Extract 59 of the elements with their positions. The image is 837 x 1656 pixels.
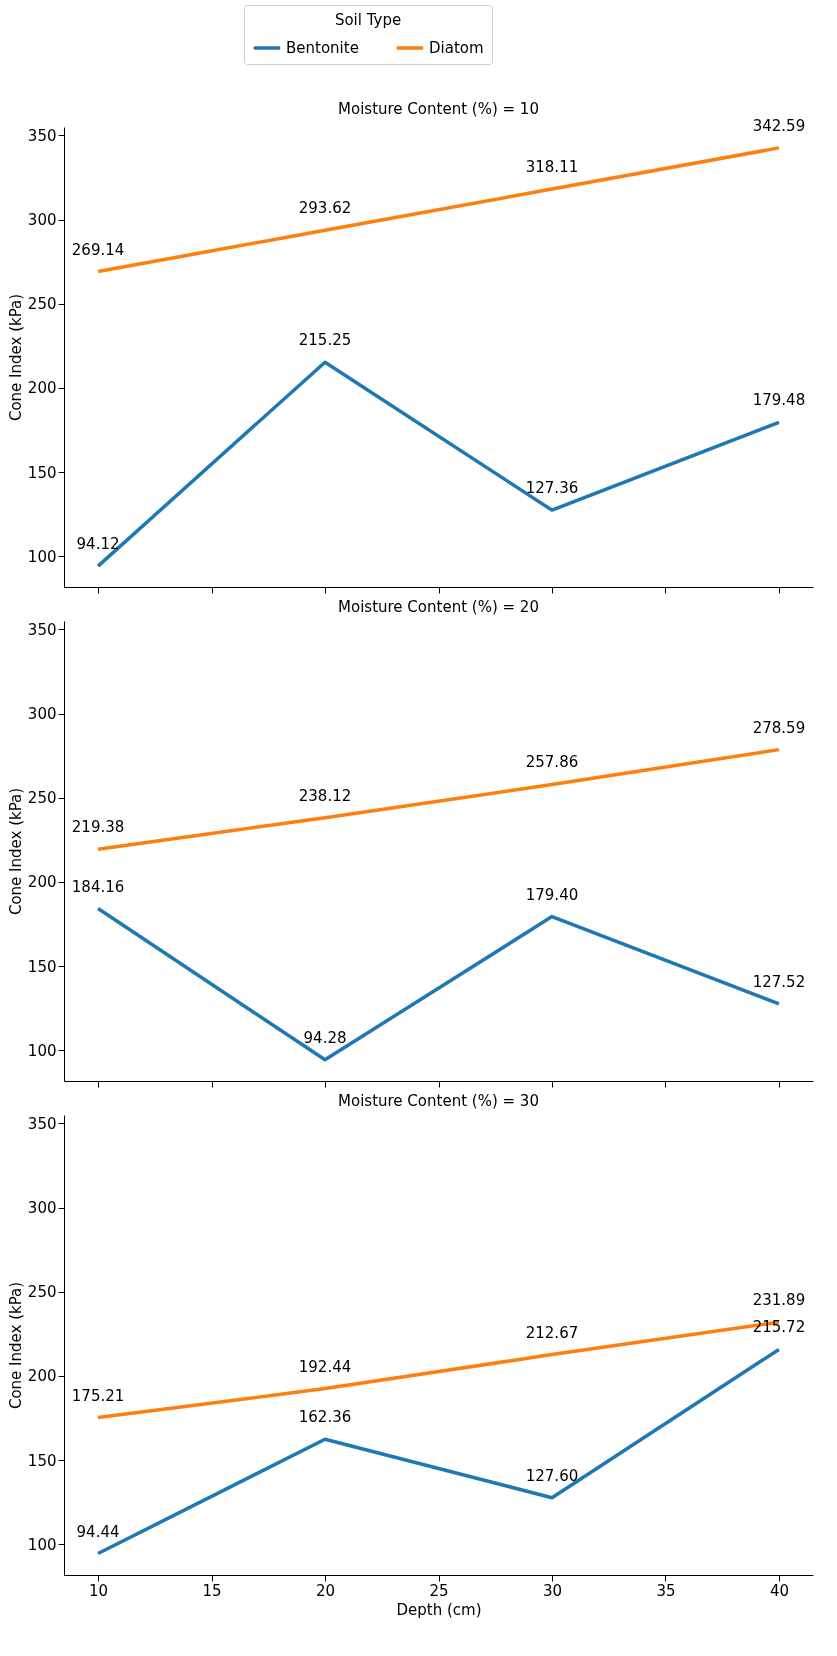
y-tick-label: 300 xyxy=(27,211,57,230)
y-tick-label: 350 xyxy=(27,126,57,145)
data-label: 94.12 xyxy=(76,535,120,554)
y-tick-label: 100 xyxy=(27,547,57,566)
x-tick-label: 20 xyxy=(315,1581,336,1600)
data-label: 179.48 xyxy=(752,391,806,410)
x-tick-label: 10 xyxy=(89,1581,109,1600)
data-label: 215.72 xyxy=(752,1318,806,1337)
data-label: 94.44 xyxy=(76,1522,120,1541)
y-tick-label: 200 xyxy=(27,1367,57,1386)
y-tick-label: 250 xyxy=(27,295,57,314)
y-tick-label: 100 xyxy=(27,1535,57,1554)
data-label: 175.21 xyxy=(71,1386,125,1405)
data-label: 127.52 xyxy=(752,972,806,991)
data-label: 238.12 xyxy=(298,786,352,805)
x-tick-label: 30 xyxy=(542,1581,563,1600)
y-tick-label: 350 xyxy=(27,1114,57,1133)
x-tick-label: 40 xyxy=(769,1581,789,1600)
y-tick-label: 150 xyxy=(27,957,57,976)
data-label: 269.14 xyxy=(71,240,125,259)
legend-label: Diatom xyxy=(429,39,484,57)
data-label: 127.36 xyxy=(525,479,579,498)
y-tick-label: 100 xyxy=(27,1041,57,1060)
data-label: 293.62 xyxy=(298,199,352,218)
chart-title: Moisture Content (%) = 20 xyxy=(338,598,539,616)
x-tick-label: 35 xyxy=(656,1581,676,1600)
y-tick-label: 250 xyxy=(27,789,57,808)
y-tick-label: 350 xyxy=(27,620,57,639)
y-tick-label: 150 xyxy=(27,1451,57,1470)
y-tick-label: 200 xyxy=(27,379,57,398)
data-label: 342.59 xyxy=(752,116,806,135)
data-label: 212.67 xyxy=(525,1323,579,1342)
x-tick-label: 25 xyxy=(429,1581,449,1600)
data-label: 231.89 xyxy=(752,1291,806,1310)
data-label: 215.25 xyxy=(298,331,352,350)
y-tick-label: 250 xyxy=(27,1283,57,1302)
data-label: 219.38 xyxy=(71,818,125,837)
data-label: 278.59 xyxy=(752,718,806,737)
data-label: 127.60 xyxy=(525,1466,579,1485)
y-tick-label: 300 xyxy=(27,705,57,724)
legend-label: Bentonite xyxy=(286,39,359,57)
legend-title: Soil Type xyxy=(334,11,402,29)
data-label: 179.40 xyxy=(525,885,579,904)
data-label: 192.44 xyxy=(298,1357,352,1376)
x-tick-label: 15 xyxy=(202,1581,222,1600)
y-tick-label: 300 xyxy=(27,1199,57,1218)
y-axis-title: Cone Index (kPa) xyxy=(6,293,25,422)
data-label: 94.28 xyxy=(303,1028,347,1047)
y-axis-title: Cone Index (kPa) xyxy=(6,787,25,916)
data-label: 162.36 xyxy=(298,1408,352,1427)
y-tick-label: 150 xyxy=(27,463,57,482)
y-axis-title: Cone Index (kPa) xyxy=(6,1281,25,1410)
data-label: 257.86 xyxy=(525,753,579,772)
chart-title: Moisture Content (%) = 10 xyxy=(338,99,539,118)
data-label: 318.11 xyxy=(525,158,579,177)
y-tick-label: 200 xyxy=(27,873,57,892)
x-axis-title: Depth (cm) xyxy=(396,1600,482,1619)
data-label: 184.16 xyxy=(71,877,125,896)
chart-title: Moisture Content (%) = 30 xyxy=(338,1092,539,1110)
